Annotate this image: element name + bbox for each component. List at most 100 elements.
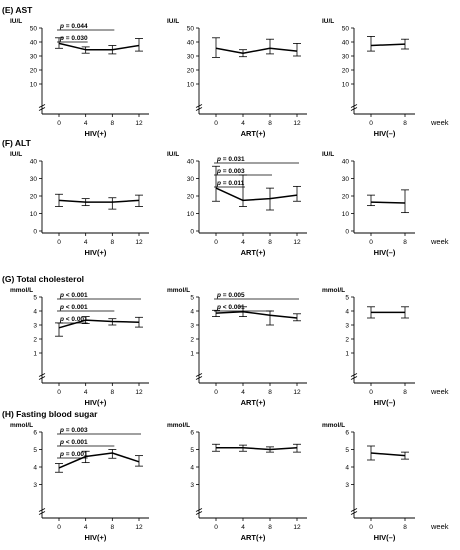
axis-break-mark <box>38 511 46 515</box>
y-tick-label: 50 <box>342 25 350 32</box>
y-tick-label: 0 <box>190 228 194 235</box>
significance-label: p < 0.001 <box>59 304 88 311</box>
chart-title: (E) AST <box>2 5 33 15</box>
series-line <box>370 452 406 457</box>
x-tick-label: 4 <box>84 524 88 531</box>
x-axis-label: HIV(+) <box>85 129 107 138</box>
chart-title: (G) Total cholesterol <box>2 274 84 284</box>
axis-break-mark <box>350 508 358 512</box>
y-axis-unit: IU/L <box>10 151 22 158</box>
panel-F-2: IU/L 0 10 20 30 40 0 4 8 12 ART(+) p = 0.031 p = 0.0… <box>167 151 307 257</box>
x-tick-label: 8 <box>403 389 407 396</box>
axis-break-mark <box>195 376 203 380</box>
x-tick-label: 8 <box>111 389 115 396</box>
y-tick-label: 10 <box>187 211 195 218</box>
axis-break-mark <box>195 373 203 377</box>
y-tick-label: 5 <box>345 294 349 301</box>
y-tick-label: 50 <box>30 25 38 32</box>
y-tick-label: 0 <box>33 228 37 235</box>
panel-F-3: IU/L 0 10 20 30 40 0 8 HIV(–) week <box>322 151 449 257</box>
y-tick-label: 6 <box>190 429 194 436</box>
x-tick-label: 0 <box>57 120 61 127</box>
significance-label: p = 0.044 <box>59 23 88 30</box>
y-tick-label: 10 <box>30 81 38 88</box>
y-tick-label: 4 <box>190 464 194 471</box>
axis-break-mark <box>38 376 46 380</box>
x-tick-label: 8 <box>403 120 407 127</box>
x-tick-label: 4 <box>241 389 245 396</box>
y-tick-label: 2 <box>345 336 349 343</box>
y-axis-unit: IU/L <box>167 18 179 25</box>
x-axis-label: HIV(–) <box>374 129 396 138</box>
significance-label: p = 0.003 <box>59 427 88 434</box>
chart-row-E: (E) AST IU/L 10 20 30 40 50 0 4 8 12 HIV(+) p = 0.04… <box>2 5 449 138</box>
significance-label: p < 0.001 <box>59 316 88 323</box>
x-tick-label: 8 <box>268 120 272 127</box>
axis-break-mark <box>350 511 358 515</box>
x-tick-label: 8 <box>111 120 115 127</box>
y-tick-label: 20 <box>30 67 38 74</box>
axis-break-mark <box>350 104 358 108</box>
x-axis-label: HIV(+) <box>85 398 107 407</box>
y-tick-label: 2 <box>190 336 194 343</box>
x-tick-label: 8 <box>111 524 115 531</box>
x-tick-label: 4 <box>84 120 88 127</box>
series-line <box>58 452 140 469</box>
y-tick-label: 3 <box>190 322 194 329</box>
series-line <box>58 199 140 203</box>
x-tick-label: 4 <box>241 524 245 531</box>
x-tick-label: 0 <box>57 524 61 531</box>
y-axis-unit: mmol/L <box>167 422 190 429</box>
y-tick-label: 3 <box>190 482 194 489</box>
y-tick-label: 40 <box>30 158 38 165</box>
y-tick-label: 30 <box>187 53 195 60</box>
series-line <box>370 201 406 204</box>
significance-label: p < 0.001 <box>216 304 245 311</box>
y-tick-label: 6 <box>345 429 349 436</box>
y-tick-label: 6 <box>33 429 37 436</box>
axis-break-mark <box>38 107 46 111</box>
panel-E-3: IU/L 10 20 30 40 50 0 8 HIV(–) week <box>322 18 449 138</box>
x-tick-label: 8 <box>268 239 272 246</box>
y-tick-label: 4 <box>190 308 194 315</box>
axis-break-mark <box>350 376 358 380</box>
significance-label: p < 0.001 <box>59 292 88 299</box>
axis-break-mark <box>195 511 203 515</box>
x-tick-label: 0 <box>369 389 373 396</box>
x-axis-label: ART(+) <box>241 248 266 257</box>
x-tick-label: 4 <box>84 389 88 396</box>
chart-title: (H) Fasting blood sugar <box>2 409 98 419</box>
series-line <box>370 43 406 47</box>
y-axis-unit: IU/L <box>322 18 334 25</box>
significance-label: p = 0.031 <box>216 156 245 163</box>
y-tick-label: 4 <box>345 308 349 315</box>
y-tick-label: 3 <box>33 482 37 489</box>
x-axis-label: HIV(–) <box>374 248 396 257</box>
axis-break-mark <box>350 107 358 111</box>
y-tick-label: 1 <box>190 350 194 357</box>
y-tick-label: 0 <box>345 228 349 235</box>
panel-F-1: IU/L 0 10 20 30 40 0 4 8 12 HIV(+) <box>10 151 149 257</box>
y-tick-label: 30 <box>342 176 350 183</box>
x-tick-label: 0 <box>214 389 218 396</box>
x-tick-label: 12 <box>135 120 143 127</box>
y-tick-label: 40 <box>342 39 350 46</box>
y-tick-label: 20 <box>187 193 195 200</box>
panel-E-2: IU/L 10 20 30 40 50 0 4 8 12 ART(+) <box>167 18 307 138</box>
x-tick-label: 12 <box>135 389 143 396</box>
x-tick-label: 8 <box>268 389 272 396</box>
x-tick-label: 0 <box>214 524 218 531</box>
x-tick-label: 8 <box>403 524 407 531</box>
x-tick-label: 0 <box>369 120 373 127</box>
y-tick-label: 30 <box>342 53 350 60</box>
y-tick-label: 20 <box>342 193 350 200</box>
y-axis-unit: IU/L <box>10 18 22 25</box>
x-tick-label: 4 <box>241 239 245 246</box>
y-tick-label: 50 <box>187 25 195 32</box>
y-tick-label: 30 <box>30 53 38 60</box>
y-tick-label: 10 <box>187 81 195 88</box>
week-label: week <box>430 237 449 246</box>
